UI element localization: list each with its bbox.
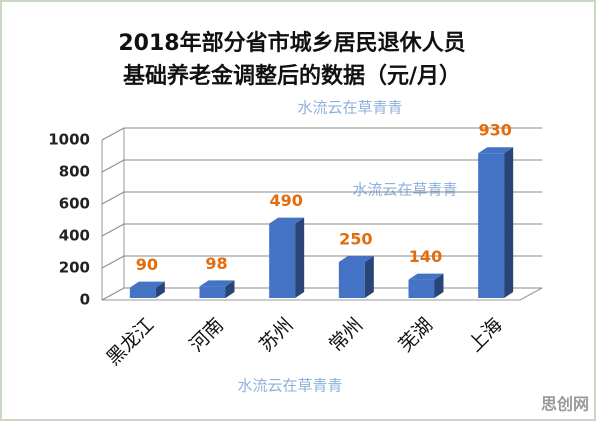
value-label: 90 (136, 255, 158, 274)
y-tick-label: 1000 (48, 131, 90, 149)
bar (269, 217, 305, 298)
bar (199, 280, 235, 298)
watermark: 水流云在草青青 (237, 377, 342, 395)
grid-line (101, 255, 542, 269)
grid-line (101, 191, 542, 205)
chart-title: 基础养老金调整后的数据（元/月） (123, 63, 461, 89)
y-tick-label: 400 (59, 227, 90, 245)
value-label: 930 (478, 121, 511, 140)
chart-title: 2018年部分省市城乡居民退休人员 (118, 30, 465, 56)
grid-line (101, 223, 542, 237)
grid-line (101, 287, 542, 301)
bar-face (338, 256, 374, 262)
bar-face (408, 279, 435, 298)
bar-face (225, 280, 235, 298)
value-label: 490 (269, 191, 302, 210)
bar-face (504, 147, 514, 298)
bar-face (478, 147, 514, 154)
y-tick-label: 0 (80, 291, 90, 309)
bar-face (434, 273, 444, 298)
axis-line (519, 287, 543, 301)
bar-face (269, 223, 296, 298)
bar-face (199, 286, 226, 298)
y-tick-label: 800 (59, 163, 90, 181)
bar-face (364, 256, 374, 298)
y-tick-label: 200 (59, 259, 90, 277)
bar (338, 256, 374, 298)
bar (478, 147, 514, 298)
bar-face (295, 217, 305, 298)
bar-face (408, 273, 444, 280)
bar-face (478, 153, 505, 298)
bar-face (199, 280, 235, 287)
site-mark: 思创网 (541, 395, 589, 414)
bar-face (338, 262, 365, 298)
grid-line (101, 159, 542, 173)
bar-face (269, 217, 305, 224)
value-label: 98 (205, 254, 227, 273)
bar-face (155, 281, 165, 298)
bar-face (129, 281, 165, 288)
watermark: 水流云在草青青 (352, 181, 457, 199)
bar (408, 273, 444, 298)
bar (129, 281, 165, 298)
watermark: 水流云在草青青 (297, 99, 402, 117)
value-label: 250 (339, 230, 372, 249)
y-tick-label: 600 (59, 195, 90, 213)
grid-line (101, 127, 542, 141)
bar-face (129, 287, 156, 298)
value-label: 140 (409, 247, 442, 266)
